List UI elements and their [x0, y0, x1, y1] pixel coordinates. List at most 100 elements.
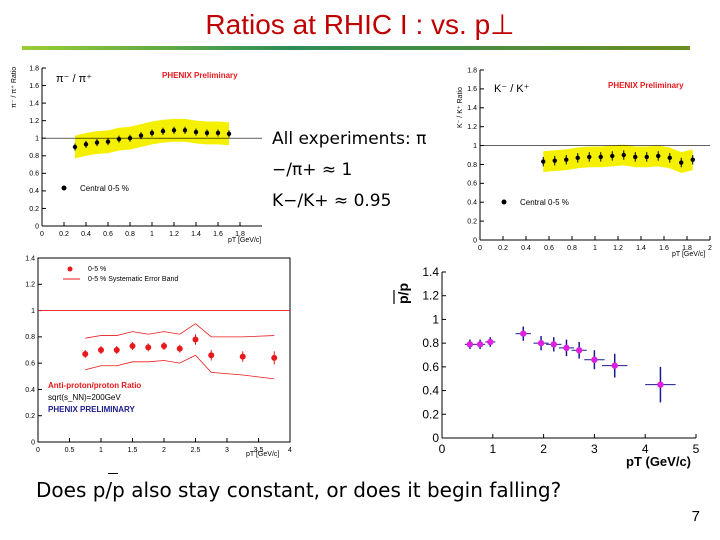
data-point: [160, 129, 166, 134]
y-tick-label: 0.8: [25, 334, 35, 341]
data-point: [182, 128, 188, 133]
y-tick-label: 0.4: [467, 200, 477, 207]
x-tick-label: 0: [439, 442, 446, 456]
legend-label: 0-5 %: [88, 266, 106, 273]
x-tick-label: 4: [288, 447, 292, 454]
data-point: [127, 136, 133, 141]
x-tick-label: 1: [99, 447, 103, 454]
y-tick-label: 1.8: [467, 67, 477, 74]
data-point: [149, 130, 155, 136]
x-tick-label: 2: [162, 447, 166, 454]
systematic-band: [543, 144, 693, 173]
data-point: [171, 128, 177, 133]
phenix-preliminary-label: PHENIX Preliminary: [608, 81, 684, 90]
ratio-note: All experiments: π −/π+ ≈ 1 K−/K+ ≈ 0.95: [272, 124, 426, 217]
data-point: [487, 338, 494, 346]
legend-label: 0-5 % Systematic Error Band: [88, 276, 178, 283]
phenix-preliminary-label: PHENIX Preliminary: [162, 71, 238, 80]
note-line: K−/K+ ≈ 0.95: [272, 191, 392, 211]
systematic-band-upper: [85, 323, 275, 339]
page-number: 7: [691, 508, 700, 525]
x-tick-label: 1: [489, 442, 496, 456]
x-tick-label: 1.8: [235, 231, 245, 238]
y-tick-label: 1.4: [29, 100, 39, 107]
x-tick-label: 5: [693, 442, 700, 456]
y-tick-label: 1.6: [29, 83, 39, 90]
x-tick-label: 0.4: [81, 231, 91, 238]
x-tick-label: 3: [591, 442, 598, 456]
x-tick-label: 1: [150, 231, 154, 238]
x-tick-label: 1.4: [191, 231, 201, 238]
x-tick-label: 2: [708, 245, 712, 252]
x-tick-label: 3.5: [254, 447, 264, 454]
x-axis-label: pT (GeV/c): [626, 454, 691, 469]
pbar-p-left-chart: 0 0.2 0.4 0.6 0.8 1 1.2 1.4 0 0.5 1 1.5 2 2.5 3 3.5 4 0-5…: [25, 255, 292, 458]
legend-marker: [501, 199, 507, 205]
data-point: [105, 139, 111, 144]
systematic-band: [75, 118, 229, 159]
y-tick-label: 0.8: [29, 153, 39, 160]
data-point: [667, 155, 672, 161]
x-tick-label: 0: [478, 245, 482, 252]
annotation-preliminary: PHENIX PRELIMINARY: [48, 405, 135, 414]
data-point: [138, 133, 144, 138]
data-point: [541, 159, 546, 164]
x-tick-label: 1: [593, 245, 597, 252]
x-tick-label: 0: [36, 447, 40, 454]
y-tick-label: 0.6: [29, 171, 39, 178]
data-point: [587, 154, 592, 160]
data-point: [129, 343, 136, 350]
data-point: [239, 353, 246, 360]
y-tick-label: 1.2: [25, 282, 35, 289]
data-point: [161, 343, 167, 350]
pi-ratio-chart: 0 0.2 0.4 0.6 0.8 1 1.2 1.4 1.6 1.8 0 0.2 0.4 0.6 0.8 1…: [11, 65, 262, 244]
x-tick-label: 0.6: [544, 245, 554, 252]
data-point: [466, 341, 474, 348]
data-point: [271, 354, 278, 361]
x-tick-label: 0.8: [125, 231, 135, 238]
pbar-p-right-chart: 0 0.2 0.4 0.6 0.8 1 1.2 1.4 0 1 2 3 4 5 p/p pT (GeV/c): [393, 265, 700, 469]
y-tick-label: 1.2: [422, 289, 439, 303]
x-axis-label: pT [GeV/c]: [246, 451, 279, 458]
data-point: [208, 352, 215, 359]
y-tick-label: 0.6: [467, 181, 477, 188]
x-tick-label: 0.6: [103, 231, 113, 238]
y-tick-label: 0: [432, 431, 439, 445]
x-tick-label: 0.2: [498, 245, 508, 252]
y-tick-label: 1: [473, 143, 477, 150]
y-axis-label: K⁻ / K⁺ Ratio: [457, 87, 464, 128]
data-point: [215, 130, 221, 136]
y-tick-label: 0.4: [29, 188, 39, 195]
plot-label: K⁻ / K⁺: [494, 83, 530, 95]
annotation-energy: sqrt(s_NN)=200GeV: [48, 393, 121, 402]
y-tick-label: 0.2: [25, 413, 35, 420]
x-tick-label: 3: [225, 447, 229, 454]
y-tick-label: 1: [35, 136, 39, 143]
y-tick-label: 1: [432, 312, 439, 326]
x-axis-label: pT [GeV/c]: [228, 237, 261, 244]
note-line: All experiments: π: [272, 129, 427, 149]
x-tick-label: 1.4: [636, 245, 646, 252]
y-axis-label: π⁻ / π⁺ Ratio: [11, 67, 18, 108]
x-tick-label: 1.6: [213, 231, 223, 238]
y-tick-label: 1.8: [29, 65, 39, 72]
y-tick-label: 0: [35, 223, 39, 230]
x-tick-label: 2: [540, 442, 547, 456]
data-point: [575, 155, 580, 161]
data-point: [537, 339, 545, 347]
x-tick-label: 1.8: [682, 245, 692, 252]
data-point: [204, 130, 210, 136]
y-tick-label: 1.2: [29, 118, 39, 125]
y-tick-label: 1.2: [467, 124, 477, 131]
note-line: −/π+ ≈ 1: [272, 160, 353, 180]
x-tick-label: 1.5: [128, 447, 138, 454]
data-point: [82, 350, 89, 357]
plot-label: π⁻ / π⁺: [56, 73, 92, 85]
legend-marker: [67, 266, 73, 272]
data-point: [145, 344, 152, 351]
k-ratio-chart: 0 0.2 0.4 0.6 0.8 1 1.2 1.4 1.6 1.8 0 0.2 0.4 0.6 0.8 1…: [457, 67, 712, 258]
x-axis-label: pT [GeV/c]: [672, 251, 705, 258]
data-point: [116, 136, 122, 142]
data-point: [598, 154, 603, 160]
data-point: [193, 129, 199, 135]
